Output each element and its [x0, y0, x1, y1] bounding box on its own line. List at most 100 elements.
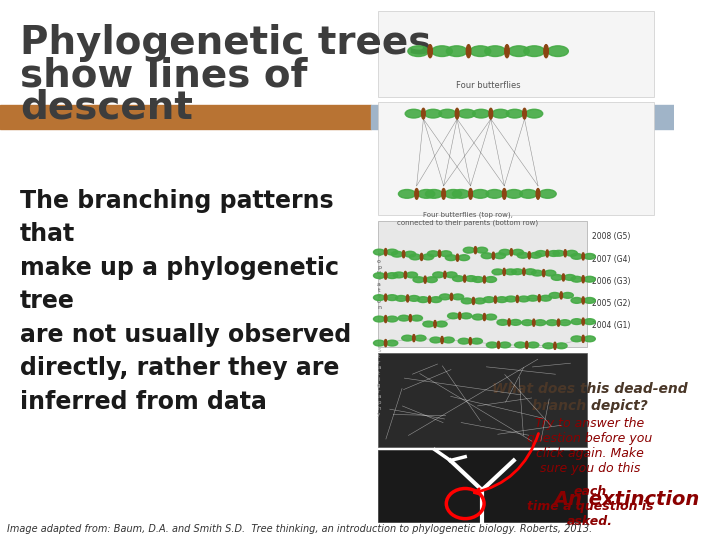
Ellipse shape [424, 276, 426, 283]
Ellipse shape [469, 338, 472, 345]
Ellipse shape [542, 269, 545, 276]
Ellipse shape [431, 296, 441, 302]
Ellipse shape [500, 342, 510, 348]
Ellipse shape [387, 340, 397, 346]
Text: 2004 (G1): 2004 (G1) [592, 321, 630, 330]
Ellipse shape [404, 272, 407, 279]
Text: 2006 (G3): 2006 (G3) [592, 276, 631, 286]
Ellipse shape [489, 109, 492, 119]
Ellipse shape [423, 321, 434, 327]
Ellipse shape [497, 320, 508, 325]
FancyBboxPatch shape [377, 353, 587, 447]
Ellipse shape [406, 272, 418, 278]
Ellipse shape [548, 251, 559, 256]
Ellipse shape [559, 320, 571, 326]
Ellipse shape [405, 251, 415, 257]
Ellipse shape [516, 295, 518, 302]
Ellipse shape [384, 272, 387, 279]
Ellipse shape [549, 293, 560, 298]
Ellipse shape [483, 296, 495, 302]
Ellipse shape [439, 109, 456, 118]
Ellipse shape [499, 249, 510, 255]
Ellipse shape [544, 45, 549, 58]
Text: Image adapted from: Baum, D.A. and Smith S.D.  Tree thinking, an introduction to: Image adapted from: Baum, D.A. and Smith… [6, 524, 592, 534]
Ellipse shape [455, 109, 459, 119]
Ellipse shape [441, 336, 444, 343]
Ellipse shape [526, 341, 528, 348]
Text: descent: descent [20, 89, 193, 127]
Text: Four butterflies (top row),
connected to their parents (bottom row): Four butterflies (top row), connected to… [397, 212, 539, 226]
Ellipse shape [408, 295, 420, 301]
Ellipse shape [428, 296, 431, 303]
Ellipse shape [564, 274, 575, 280]
Ellipse shape [486, 190, 503, 198]
Ellipse shape [402, 251, 405, 258]
Ellipse shape [539, 190, 557, 198]
Ellipse shape [492, 252, 495, 259]
Ellipse shape [492, 109, 509, 118]
Ellipse shape [393, 272, 405, 278]
Ellipse shape [474, 298, 485, 304]
Ellipse shape [384, 315, 387, 322]
Ellipse shape [374, 295, 384, 301]
Ellipse shape [426, 190, 442, 198]
Ellipse shape [413, 335, 415, 342]
Ellipse shape [384, 248, 387, 255]
Ellipse shape [467, 45, 471, 58]
Ellipse shape [465, 276, 477, 281]
Ellipse shape [505, 190, 523, 198]
Ellipse shape [483, 314, 485, 321]
Ellipse shape [552, 274, 562, 280]
Ellipse shape [444, 271, 446, 279]
Text: What does this dead-end
branch depict?: What does this dead-end branch depict? [492, 382, 688, 413]
Ellipse shape [512, 269, 523, 275]
Ellipse shape [582, 253, 585, 260]
Ellipse shape [398, 190, 415, 198]
Ellipse shape [476, 247, 487, 253]
Ellipse shape [438, 250, 441, 257]
Ellipse shape [487, 342, 498, 348]
FancyBboxPatch shape [377, 103, 654, 215]
Ellipse shape [503, 188, 506, 199]
Ellipse shape [459, 109, 475, 118]
Ellipse shape [584, 336, 595, 342]
Ellipse shape [494, 296, 497, 303]
Ellipse shape [496, 296, 508, 302]
Ellipse shape [406, 295, 409, 302]
Ellipse shape [458, 255, 469, 261]
Ellipse shape [413, 277, 424, 282]
Ellipse shape [546, 320, 558, 326]
Ellipse shape [571, 336, 582, 342]
Ellipse shape [562, 274, 564, 281]
Ellipse shape [554, 342, 556, 349]
Text: each
time a question is
asked.: each time a question is asked. [526, 485, 653, 528]
Ellipse shape [470, 46, 491, 57]
Ellipse shape [508, 46, 529, 57]
Ellipse shape [535, 251, 546, 256]
Ellipse shape [433, 272, 444, 278]
Ellipse shape [458, 338, 469, 344]
FancyBboxPatch shape [377, 11, 654, 97]
Ellipse shape [528, 252, 531, 259]
Text: Try to answer the
question before you
click again. Make
sure you do this: Try to answer the question before you cl… [527, 417, 652, 475]
Ellipse shape [518, 296, 529, 302]
Ellipse shape [525, 269, 536, 275]
Ellipse shape [474, 247, 477, 254]
Ellipse shape [423, 254, 433, 260]
Ellipse shape [436, 321, 447, 327]
Ellipse shape [582, 275, 585, 283]
Ellipse shape [415, 188, 418, 199]
Ellipse shape [543, 343, 554, 349]
Ellipse shape [384, 294, 387, 301]
Ellipse shape [564, 249, 567, 257]
Ellipse shape [469, 188, 472, 199]
Ellipse shape [443, 337, 454, 343]
Ellipse shape [527, 295, 539, 301]
Ellipse shape [534, 320, 546, 326]
Ellipse shape [485, 314, 497, 320]
Ellipse shape [459, 312, 461, 320]
Ellipse shape [510, 320, 521, 325]
Text: Four butterflies: Four butterflies [456, 81, 521, 90]
Ellipse shape [418, 296, 428, 302]
Ellipse shape [411, 315, 423, 321]
